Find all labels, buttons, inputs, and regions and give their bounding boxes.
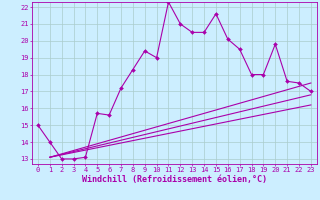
X-axis label: Windchill (Refroidissement éolien,°C): Windchill (Refroidissement éolien,°C) [82,175,267,184]
